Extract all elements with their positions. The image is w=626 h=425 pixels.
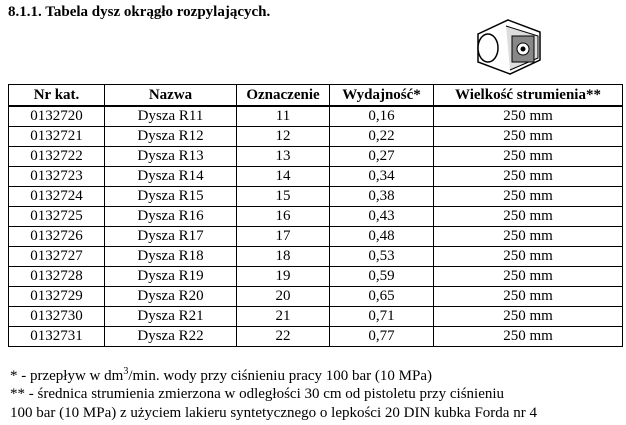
table-cell: 0132720 [8,105,105,127]
table-cell: 250 mm [433,246,623,267]
table-cell: 12 [236,126,330,147]
table-row: 0132731 Dysza R22 22 0,77 250 mm [8,326,623,347]
table-cell: 250 mm [433,326,623,347]
table-cell: 0,43 [329,206,434,227]
table-cell: Dysza R18 [104,246,237,267]
table-cell: 250 mm [433,146,623,167]
table-cell: 0132724 [8,186,105,207]
column-header: Nr kat. [8,84,105,107]
table-cell: 250 mm [433,166,623,187]
superscript: 3 [123,366,129,377]
table-row: 0132721 Dysza R12 12 0,22 250 mm [8,126,623,147]
table-cell: 0,65 [329,286,434,307]
table-cell: 250 mm [433,206,623,227]
table-cell: 21 [236,306,330,327]
table-cell: 0132725 [8,206,105,227]
table-cell: 17 [236,226,330,247]
table-cell: Dysza R21 [104,306,237,327]
table-cell: 0,59 [329,266,434,287]
table-row: 0132727 Dysza R18 18 0,53 250 mm [8,246,623,267]
table-cell: 22 [236,326,330,347]
table-cell: 0132721 [8,126,105,147]
table-cell: 250 mm [433,266,623,287]
nozzle-table: Nr kat. Nazwa Oznaczenie Wydajność* Wielkość… [8,84,623,347]
table-cell: Dysza R16 [104,206,237,227]
table-cell: Dysza R14 [104,166,237,187]
title: 8.1.1. Tabela dysz okrągło rozpylających… [8,4,271,20]
table-cell: Dysza R11 [104,105,237,127]
footnote-text: /min. wody przy ciśnieniu pracy 100 bar … [128,368,432,384]
table-cell: 16 [236,206,330,227]
column-header: Oznaczenie [236,84,330,107]
table-cell: 0,48 [329,226,434,247]
table-cell: 15 [236,186,330,207]
footnote: ** - średnica strumienia zmierzona w odl… [10,386,505,402]
table-row: 0132729 Dysza R20 20 0,65 250 mm [8,286,623,307]
table-row: 0132730 Dysza R21 21 0,71 250 mm [8,306,623,327]
table-row: 0132720 Dysza R11 11 0,16 250 mm [8,105,623,127]
table-cell: 0,77 [329,326,434,347]
table-cell: 0,27 [329,146,434,167]
table-row: 0132722 Dysza R13 13 0,27 250 mm [8,146,623,167]
column-header: Nazwa [104,84,237,107]
table-cell: 0132729 [8,286,105,307]
table-row: 0132724 Dysza R15 15 0,38 250 mm [8,186,623,207]
table-cell: 250 mm [433,186,623,207]
nozzle-image [477,19,541,75]
table-cell: 0,34 [329,166,434,187]
table-cell: 250 mm [433,105,623,127]
footnote: 100 bar (10 MPa) z użyciem lakieru synte… [10,405,537,421]
table-cell: 250 mm [433,226,623,247]
table-cell: 13 [236,146,330,167]
footnote-text: * - przepływ w dm [10,368,124,384]
table-cell: Dysza R12 [104,126,237,147]
table-row: 0132728 Dysza R19 19 0,59 250 mm [8,266,623,287]
table-cell: 19 [236,266,330,287]
table-cell: 250 mm [433,286,623,307]
table-cell: 0132723 [8,166,105,187]
table-row: 0132723 Dysza R14 14 0,34 250 mm [8,166,623,187]
column-header: Wydajność* [329,84,434,107]
table-cell: 0132722 [8,146,105,167]
table-cell: 0132730 [8,306,105,327]
column-header: Wielkość strumienia** [433,84,623,107]
table-row: 0132726 Dysza R17 17 0,48 250 mm [8,226,623,247]
table-cell: 0132731 [8,326,105,347]
table-cell: 20 [236,286,330,307]
table-cell: Dysza R15 [104,186,237,207]
table-cell: 11 [236,105,330,127]
table-cell: 0,71 [329,306,434,327]
table-cell: Dysza R19 [104,266,237,287]
table-cell: 250 mm [433,306,623,327]
table-cell: 0,22 [329,126,434,147]
table-cell: Dysza R13 [104,146,237,167]
table-cell: Dysza R20 [104,286,237,307]
header-row: Nr kat. Nazwa Oznaczenie Wydajność* Wielkość… [8,84,623,107]
table-cell: Dysza R17 [104,226,237,247]
table-cell: 250 mm [433,126,623,147]
table-row: 0132725 Dysza R16 16 0,43 250 mm [8,206,623,227]
table-cell: 18 [236,246,330,267]
table-cell: 0132726 [8,226,105,247]
table-cell: 0,16 [329,105,434,127]
table-cell: 14 [236,166,330,187]
table-cell: 0,38 [329,186,434,207]
table-cell: 0132728 [8,266,105,287]
table-cell: Dysza R22 [104,326,237,347]
footnote: * - przepływ w dm3/min. wody przy ciśnie… [10,366,432,385]
table-cell: 0,53 [329,246,434,267]
table-cell: 0132727 [8,246,105,267]
